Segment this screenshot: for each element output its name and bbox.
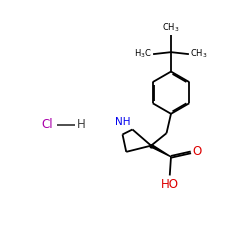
Text: CH$_3$: CH$_3$ [162,22,180,34]
Text: CH$_3$: CH$_3$ [190,48,208,60]
Text: O: O [193,145,202,158]
Text: Cl: Cl [41,118,53,132]
Polygon shape [150,144,171,157]
Text: NH: NH [115,118,131,128]
Text: H: H [76,118,85,132]
Text: H$_3$C: H$_3$C [134,48,152,60]
Text: HO: HO [161,178,179,191]
